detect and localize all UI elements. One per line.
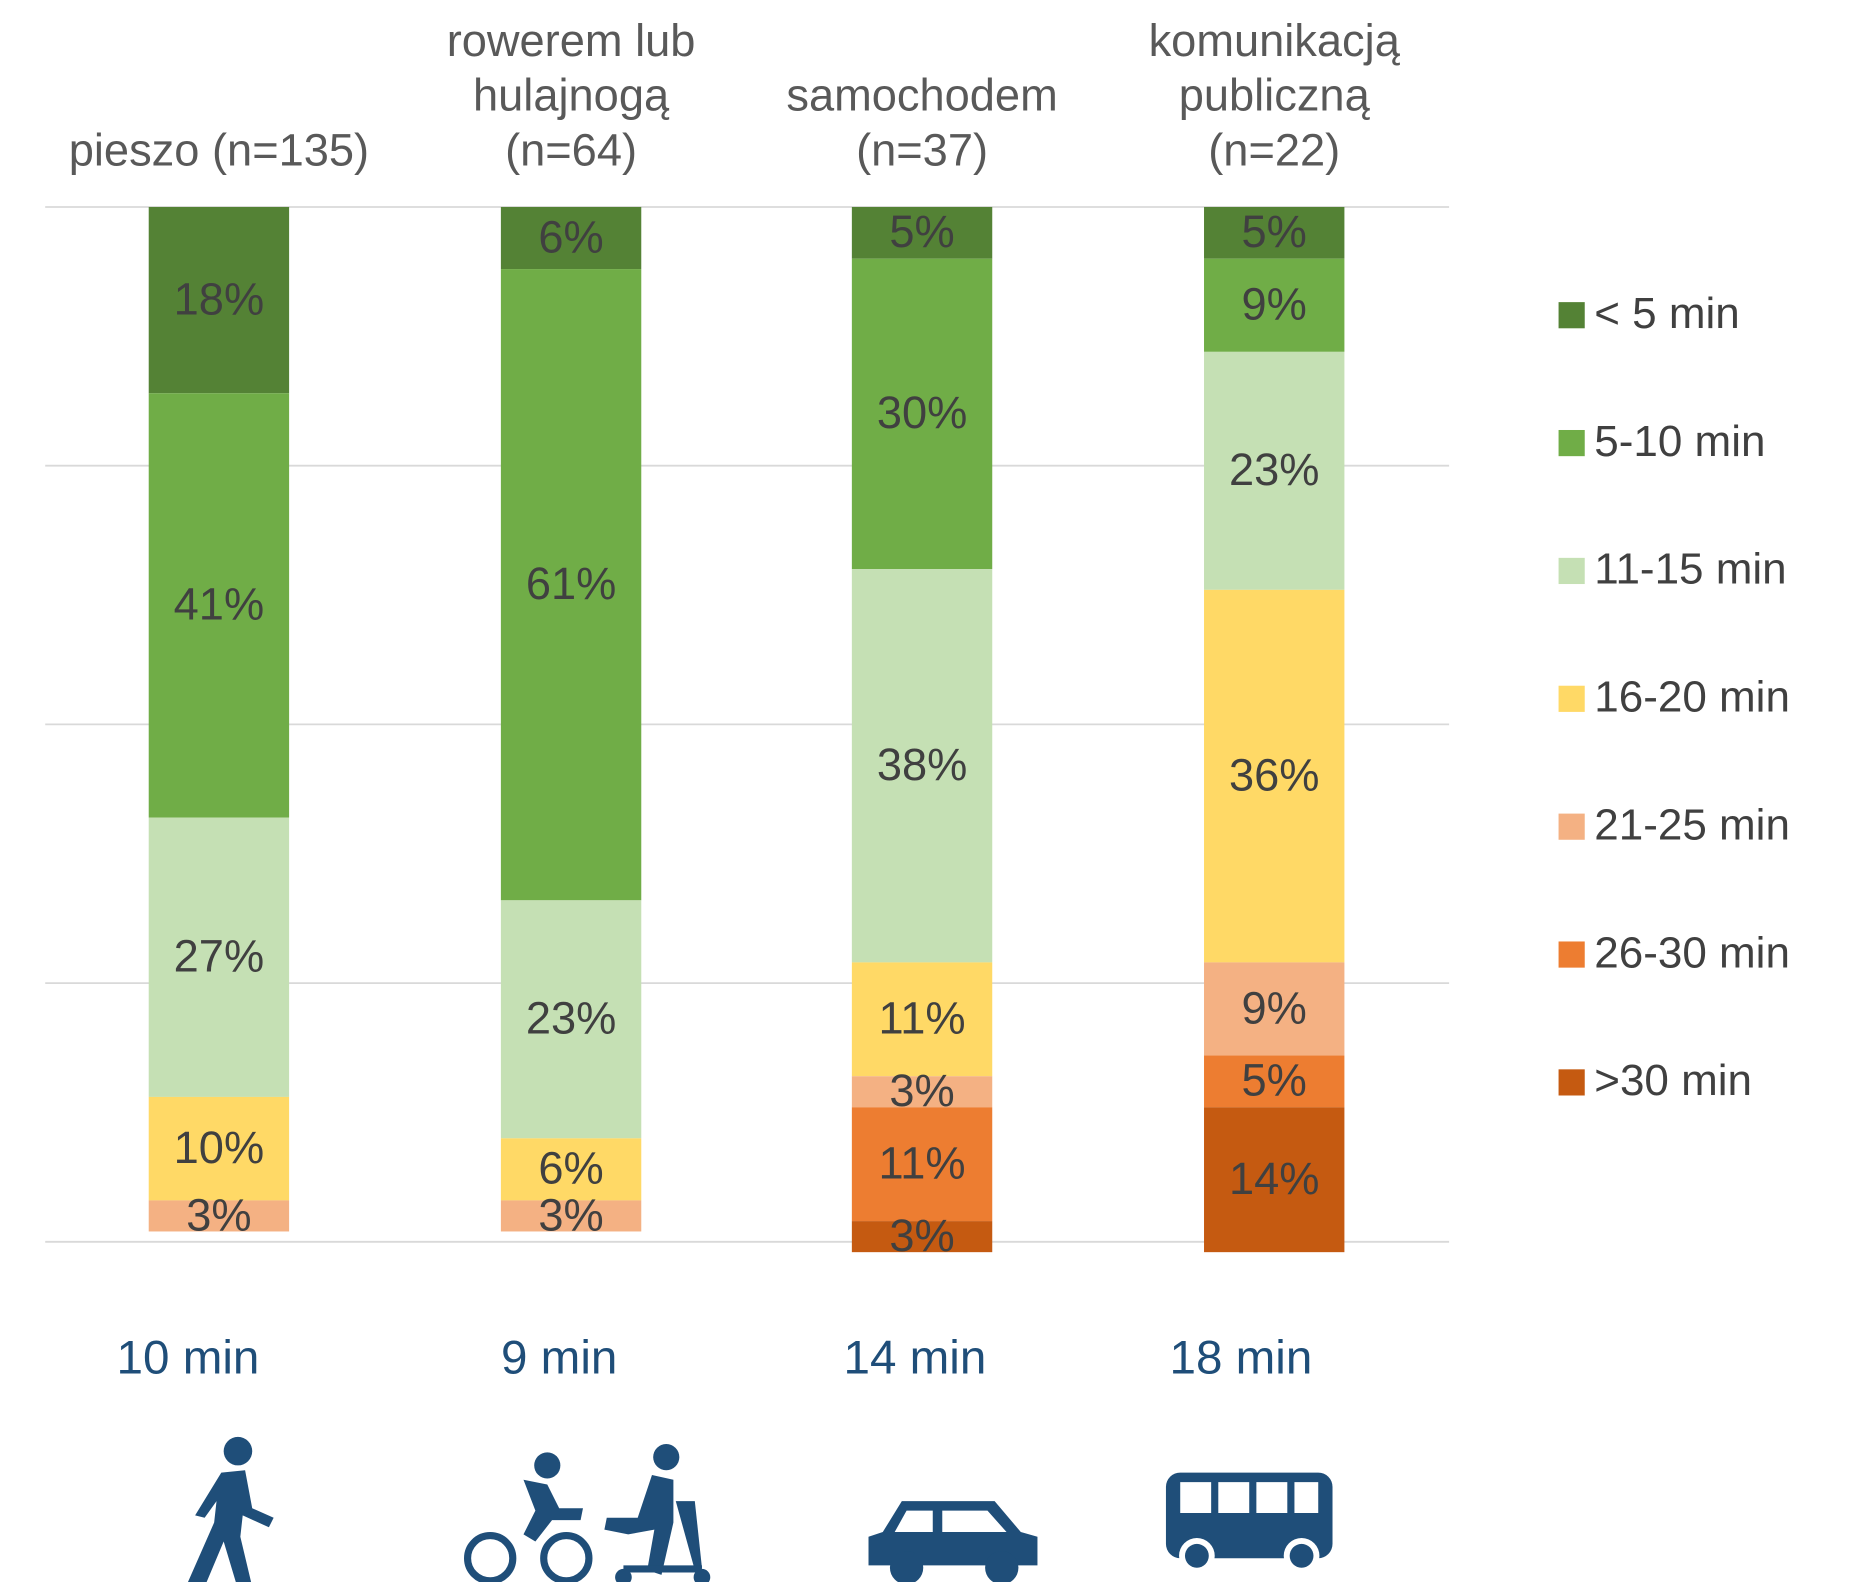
bar-segment <box>851 206 993 259</box>
bar-segment <box>1204 962 1345 1056</box>
data-label: 5% <box>1242 206 1307 257</box>
legend-label: 5-10 min <box>1594 417 1765 466</box>
bar-segment <box>1204 1055 1345 1108</box>
legend-label: 21-25 min <box>1594 801 1790 850</box>
data-label: 41% <box>174 579 264 630</box>
legend-swatch <box>1558 1069 1585 1096</box>
data-label: 5% <box>1242 1055 1307 1106</box>
bar-segment <box>148 1200 290 1232</box>
data-label: 6% <box>538 1143 603 1194</box>
bar-segment <box>148 393 290 818</box>
legend-swatch <box>1558 685 1585 712</box>
bar-segment <box>1204 258 1345 352</box>
category-label: komunikacją publiczną (n=22) <box>1148 16 1400 177</box>
legend-swatch <box>1558 557 1585 585</box>
data-label: 23% <box>526 993 616 1044</box>
average-label: 18 min <box>1169 1331 1312 1384</box>
data-label: 3% <box>889 1210 954 1261</box>
bar-segment <box>1204 1107 1345 1253</box>
data-label: 9% <box>1242 982 1307 1033</box>
bar-segment <box>148 1096 290 1201</box>
bar-segment <box>1204 206 1345 259</box>
legend-label: < 5 min <box>1594 289 1740 338</box>
data-label: 18% <box>174 273 264 324</box>
bar-segment <box>500 900 642 1139</box>
bar-segment <box>851 1076 993 1108</box>
legend-swatch <box>1558 429 1585 457</box>
legend-label: >30 min <box>1594 1056 1752 1105</box>
data-label: 6% <box>538 211 603 262</box>
bar-segment <box>148 206 290 394</box>
bike-scooter-icon <box>464 1444 711 1582</box>
legend-label: 16-20 min <box>1594 673 1790 722</box>
legend-swatch <box>1558 302 1585 329</box>
legend-swatch <box>1558 813 1585 840</box>
category-label: pieszo (n=135) <box>68 126 370 177</box>
bar-segment <box>851 962 993 1077</box>
legend-label: 26-30 min <box>1594 928 1790 977</box>
bar-segment <box>1204 351 1345 590</box>
legend-label: 11-15 min <box>1594 545 1786 594</box>
data-label: 5% <box>889 206 954 257</box>
data-label: 11% <box>878 993 965 1044</box>
category-label: samochodem (n=37) <box>786 71 1058 177</box>
average-label: 14 min <box>843 1331 986 1384</box>
category-label: rowerem lub hulajnogą (n=64) <box>446 16 696 177</box>
bar-segment <box>500 1200 642 1232</box>
bar-segment <box>851 1107 993 1222</box>
bar-segment <box>1204 589 1345 963</box>
data-label: 3% <box>186 1189 251 1240</box>
data-label: 3% <box>538 1189 603 1240</box>
bar-segment <box>851 1221 993 1253</box>
bar-segment <box>851 258 993 570</box>
bar-segment <box>148 817 290 1097</box>
car-icon <box>868 1501 1038 1582</box>
category-label-box: pieszo (n=135) <box>68 126 370 177</box>
data-label: 30% <box>877 387 967 438</box>
category-label-box: rowerem lub hulajnogą (n=64) <box>446 16 696 177</box>
data-label: 27% <box>174 931 264 982</box>
data-label: 14% <box>1229 1153 1319 1204</box>
bar-segment <box>500 269 642 901</box>
walk-icon <box>187 1436 274 1582</box>
data-label: 11% <box>878 1138 965 1189</box>
category-label-box: samochodem (n=37) <box>786 71 1058 177</box>
bar-segment <box>500 1138 642 1201</box>
data-label: 23% <box>1229 444 1319 495</box>
bar-segment <box>851 569 993 963</box>
bar-segment <box>500 206 642 270</box>
average-label: 10 min <box>117 1331 260 1384</box>
data-label: 61% <box>526 558 616 609</box>
icons <box>187 1436 1333 1582</box>
data-label: 38% <box>877 739 967 790</box>
data-label: 9% <box>1242 279 1307 330</box>
data-label: 36% <box>1229 749 1319 800</box>
average-label: 9 min <box>501 1331 617 1384</box>
bus-icon <box>1165 1472 1333 1574</box>
category-label-box: komunikacją publiczną (n=22) <box>1148 16 1400 177</box>
data-label: 10% <box>174 1122 264 1173</box>
legend-swatch <box>1558 941 1585 968</box>
